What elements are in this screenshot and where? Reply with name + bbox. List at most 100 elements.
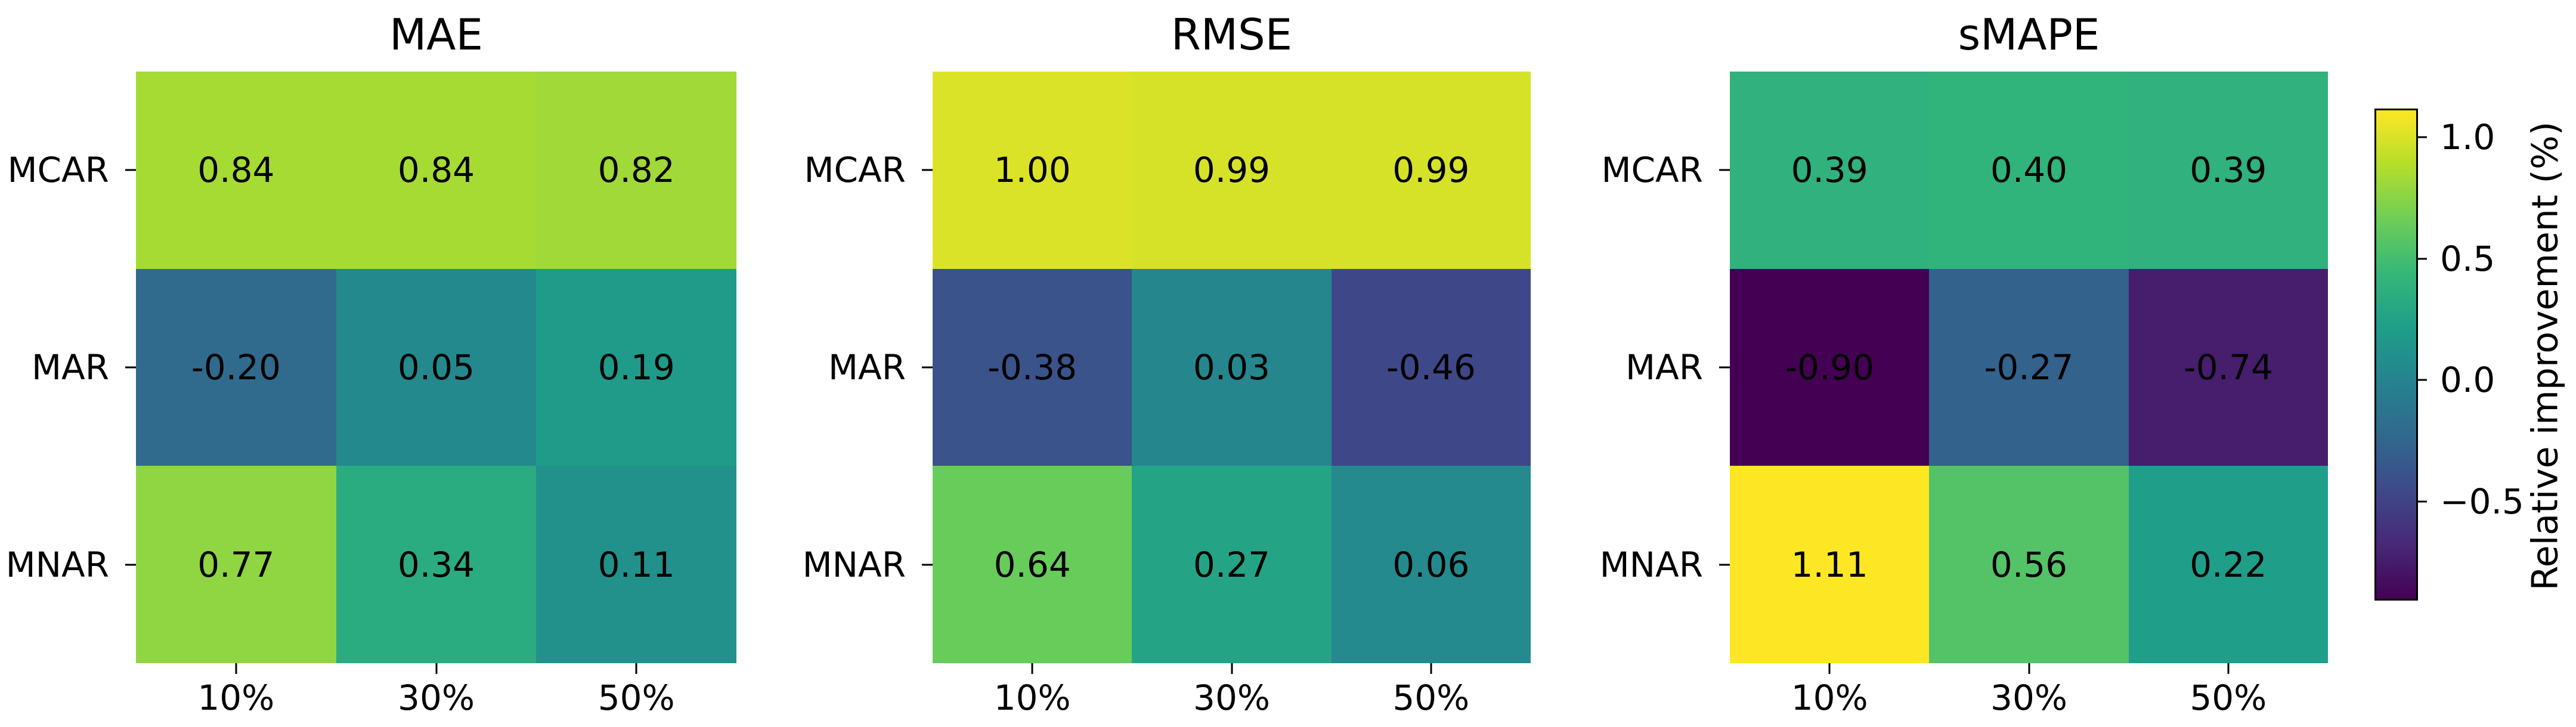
cell-value: 0.06 (1392, 544, 1470, 585)
y-tick-mark (922, 564, 933, 566)
cell-value: -0.90 (1785, 347, 1875, 388)
heatmap-cell: 0.39 (2128, 72, 2328, 269)
cell-value: 0.77 (197, 544, 275, 585)
x-tick-label: 50% (597, 677, 675, 718)
x-tick-label: 30% (1990, 677, 2067, 718)
heatmap-cell: 0.27 (1132, 466, 1332, 663)
colorbar-tick-label: 0.5 (2440, 238, 2496, 279)
heatmap-cell: -0.74 (2128, 268, 2328, 466)
heatmap-cell: 0.22 (2128, 466, 2328, 663)
cell-value: -0.27 (1984, 347, 2074, 388)
colorbar-gradient (2376, 110, 2416, 599)
colorbar-tick-mark (2416, 136, 2427, 138)
heatmap-cell: 0.39 (1730, 72, 1930, 269)
colorbar-axis-label: Relative improvement (%) (2524, 121, 2566, 591)
row-label: MCAR (804, 150, 906, 191)
heatmap-cell: -0.20 (136, 268, 336, 466)
heatmap-cell: -0.90 (1730, 268, 1930, 466)
heatmap-panel-rmse: RMSE 1.00 0.99 0.99 -0.38 0.03 -0.46 0.64 0.27 0… (803, 13, 1531, 715)
heatmap-grid-rmse: 1.00 0.99 0.99 -0.38 0.03 -0.46 0.64 0.27 0.06 (933, 72, 1531, 663)
x-tick-label: 10% (993, 677, 1071, 718)
heatmap-grid-smape: 0.39 0.40 0.39 -0.90 -0.27 -0.74 1.11 0.56 0.22 (1730, 72, 2328, 663)
row-label: MAR (828, 347, 906, 388)
y-tick-mark (125, 564, 136, 566)
cell-value: 0.19 (597, 347, 675, 388)
cell-value: 0.99 (1392, 150, 1470, 191)
cell-value: 0.40 (1990, 150, 2068, 191)
x-tick-mark (2028, 663, 2030, 674)
cell-value: 0.03 (1193, 347, 1271, 388)
x-tick-label: 10% (197, 677, 275, 718)
heatmap-cell: 0.19 (536, 268, 736, 466)
x-tick-label: 30% (1193, 677, 1270, 718)
heatmap-cell: -0.38 (933, 268, 1132, 466)
row-label: MCAR (7, 150, 109, 191)
cell-value: 1.00 (993, 150, 1071, 191)
row-label: MNAR (802, 544, 906, 585)
heatmap-cell: -0.27 (1929, 268, 2129, 466)
heatmap-cell: 0.77 (136, 466, 336, 663)
heatmap-cell: 0.82 (536, 72, 736, 269)
cell-value: 0.22 (2190, 544, 2267, 585)
heatmap-cell: 0.56 (1929, 466, 2129, 663)
x-tick-mark (1430, 663, 1432, 674)
heatmap-cell: 0.99 (1331, 72, 1531, 269)
colorbar-tick-label: −0.5 (2440, 481, 2524, 522)
cell-value: 0.05 (397, 347, 475, 388)
cell-value: -0.20 (191, 347, 281, 388)
row-label: MAR (31, 347, 109, 388)
heatmap-panel-smape: sMAPE 0.39 0.40 0.39 -0.90 -0.27 -0.74 1.11 0.5… (1600, 13, 2328, 715)
cell-value: 0.11 (597, 544, 675, 585)
cell-value: 0.39 (1791, 150, 1868, 191)
y-tick-mark (922, 169, 933, 171)
heatmap-cell: 0.84 (136, 72, 336, 269)
heatmap-cell: 0.84 (336, 72, 537, 269)
x-tick-label: 30% (398, 677, 475, 718)
heatmap-panel-mae: MAE 0.84 0.84 0.82 -0.20 0.05 0.19 0.77 0.34 0.1… (6, 13, 736, 715)
x-tick-label: 10% (1791, 677, 1868, 718)
x-tick-mark (1031, 663, 1033, 674)
cell-value: 0.99 (1193, 150, 1271, 191)
colorbar-tick-mark (2416, 379, 2427, 381)
panel-title-smape: sMAPE (1958, 10, 2100, 60)
cell-value: 0.64 (993, 544, 1071, 585)
heatmap-cell: 1.00 (933, 72, 1132, 269)
cell-value: 0.84 (197, 150, 275, 191)
x-tick-mark (235, 663, 237, 674)
y-tick-mark (125, 366, 136, 369)
cell-value: 0.34 (397, 544, 475, 585)
heatmap-cell: 0.06 (1331, 466, 1531, 663)
y-tick-mark (125, 169, 136, 171)
row-label: MNAR (5, 544, 109, 585)
x-tick-label: 50% (2190, 677, 2267, 718)
heatmap-cell: 0.40 (1929, 72, 2129, 269)
heatmap-cell: 0.11 (536, 466, 736, 663)
cell-value: 0.82 (597, 150, 675, 191)
cell-value: 0.39 (2190, 150, 2267, 191)
heatmap-cell: 0.05 (336, 268, 537, 466)
cell-value: 1.11 (1791, 544, 1868, 585)
x-tick-label: 50% (1392, 677, 1470, 718)
panel-title-rmse: RMSE (1171, 10, 1293, 60)
colorbar-tick-label: 1.0 (2440, 116, 2496, 157)
heatmap-cell: 0.99 (1132, 72, 1332, 269)
y-tick-mark (922, 366, 933, 369)
heatmap-cell: 0.03 (1132, 268, 1332, 466)
x-tick-mark (1231, 663, 1233, 674)
cell-value: 0.84 (397, 150, 475, 191)
heatmap-cell: 0.64 (933, 466, 1132, 663)
row-label: MAR (1625, 347, 1703, 388)
colorbar: Relative improvement (%) 1.0 0.5 0.0 −0.5 (2374, 109, 2566, 601)
x-tick-mark (635, 663, 637, 674)
colorbar-tick-mark (2416, 258, 2427, 260)
heatmap-cell: 0.34 (336, 466, 537, 663)
y-tick-mark (1719, 366, 1730, 369)
cell-value: -0.74 (2183, 347, 2273, 388)
cell-value: 0.56 (1990, 544, 2068, 585)
panel-title-mae: MAE (389, 10, 483, 60)
x-tick-mark (1828, 663, 1831, 674)
y-tick-mark (1719, 169, 1730, 171)
row-label: MNAR (1599, 544, 1703, 585)
cell-value: 0.27 (1193, 544, 1271, 585)
